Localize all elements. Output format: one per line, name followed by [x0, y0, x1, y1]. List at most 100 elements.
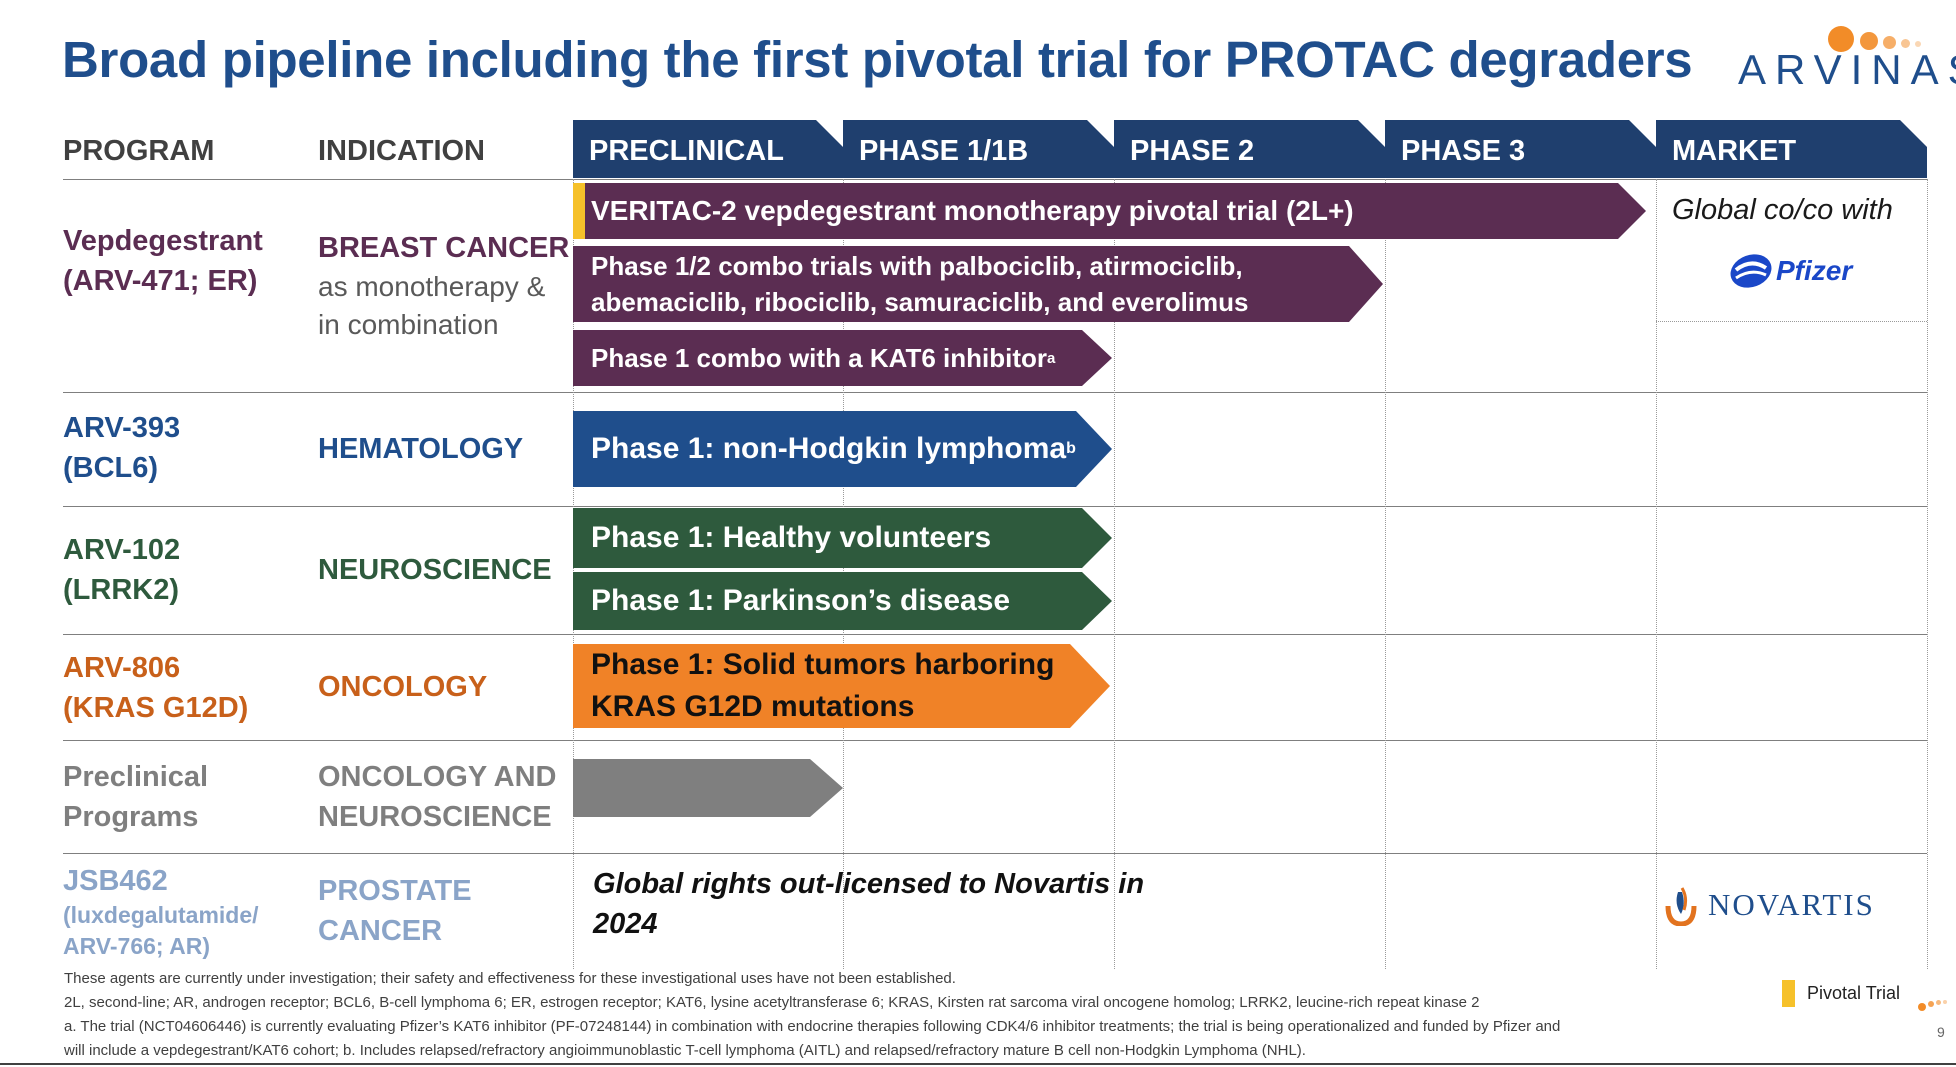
column-divider [1114, 179, 1115, 969]
phase-label-preclinical: PRECLINICAL [589, 135, 784, 167]
arv102-bars [573, 508, 1112, 630]
program-target: ARV-766; AR) [63, 933, 210, 959]
novartis-wordmark: NOVARTIS [1708, 887, 1875, 922]
corner-dot [1918, 1003, 1926, 1011]
program-arv102: ARV-102 (LRRK2) [63, 530, 180, 610]
indication-prostate-cancer: PROSTATE CANCER [318, 871, 472, 951]
program-target: (KRAS G12D) [63, 692, 249, 724]
logo-wordmark: ARVINAS [1738, 46, 1956, 93]
column-header-program: PROGRAM [63, 135, 215, 167]
indication-oncology: ONCOLOGY [318, 671, 488, 703]
note-line: 2024 [593, 908, 658, 940]
bar-combo-trials-label: Phase 1/2 combo trials with palbociclib,… [573, 246, 1248, 322]
bar-veritac2-label: VERITAC-2 vepdegestrant monotherapy pivo… [591, 195, 1354, 226]
column-divider [1656, 179, 1657, 969]
bar-text-line: Phase 1: Solid tumors harboring [591, 648, 1055, 681]
preclinical-bar [573, 759, 843, 817]
corner-dot [1943, 1000, 1947, 1004]
bar-combo-trials [573, 246, 1383, 322]
program-arv806: ARV-806 (KRAS G12D) [63, 648, 248, 728]
phase-label-phase2: PHASE 2 [1130, 135, 1255, 167]
footnote-b: will include a vepdegestrant/KAT6 cohort… [64, 1042, 1306, 1059]
row-divider [63, 179, 1927, 180]
row-divider [63, 853, 1927, 854]
bar-text-line: abemaciclib, ribociclib, samuraciclib, a… [591, 287, 1249, 317]
row-divider [63, 634, 1927, 635]
program-jsb462: JSB462 (luxdegalutamide/ ARV-766; AR) [63, 862, 259, 962]
corner-dot [1936, 1000, 1941, 1005]
program-target: (BCL6) [63, 452, 159, 484]
novartis-logo: NOVARTIS [1664, 880, 1875, 930]
phase-chevron-market [1656, 120, 1927, 178]
logo-dot-2 [1860, 32, 1878, 50]
arv806-bar [573, 644, 1110, 728]
phase-chevron-preclinical [573, 120, 843, 178]
pivotal-marker [573, 183, 585, 239]
page-title: Broad pipeline including the first pivot… [62, 31, 1693, 88]
bar-text: Phase 1: non-Hodgkin lymphoma [591, 432, 1067, 465]
indication-label: PROSTATE [318, 875, 472, 907]
program-arv393: ARV-393 (BCL6) [63, 408, 180, 488]
column-header-indication: INDICATION [318, 135, 486, 167]
program-name: JSB462 [63, 865, 168, 897]
arvinas-logo: ARVINAS [1738, 20, 1956, 100]
column-divider [1385, 179, 1386, 969]
program-preclinical: Preclinical Programs [63, 757, 208, 837]
program-target: Programs [63, 801, 199, 833]
bar-parkinsons-label: Phase 1: Parkinson’s disease [591, 584, 1011, 617]
column-divider [1927, 179, 1928, 969]
corner-dots [1918, 999, 1954, 1011]
program-name: Vepdegestrant [63, 225, 263, 257]
row-divider [63, 506, 1927, 507]
bar-nhl [573, 411, 1112, 487]
market-subdivider [1656, 321, 1927, 322]
row-divider [63, 392, 1927, 393]
note-line: Global rights out-licensed to Novartis i… [593, 868, 1145, 900]
bottom-rule [0, 1063, 1956, 1065]
program-name: ARV-393 [63, 412, 181, 444]
corner-dot [1928, 1001, 1934, 1007]
indication-hematology: HEMATOLOGY [318, 433, 524, 465]
logo-dot-1 [1828, 26, 1854, 52]
bar-veritac2 [585, 183, 1646, 239]
indication-label: ONCOLOGY AND [318, 761, 557, 793]
logo-dot-3 [1883, 36, 1896, 49]
program-name: ARV-806 [63, 652, 181, 684]
vepdeg-bars [573, 183, 1646, 386]
phase-label-phase1: PHASE 1/1B [859, 135, 1029, 167]
program-target: (luxdegalutamide/ [63, 902, 259, 928]
market-text-pfizer: Global co/co with [1672, 194, 1893, 226]
legend-pivotal-swatch [1782, 980, 1795, 1007]
logo-dot-4 [1901, 39, 1910, 48]
phase-chevron-phase3 [1385, 120, 1656, 178]
bar-kat6-combo [573, 330, 1112, 386]
page-number: 9 [1937, 1024, 1945, 1040]
program-name: Preclinical [63, 761, 209, 793]
legend-pivotal: Pivotal Trial [1782, 980, 1900, 1007]
pfizer-logo: Pfizer [1728, 244, 1852, 298]
bar-kras [573, 644, 1110, 728]
footnote-marker-a: a [1047, 349, 1056, 367]
indication-sub: in combination [318, 309, 499, 340]
phase-chevron-phase1 [843, 120, 1114, 178]
bar-text-line: Phase 1/2 combo trials with palbociclib,… [591, 251, 1243, 281]
arv393-bar [573, 411, 1112, 487]
indication-neuroscience: NEUROSCIENCE [318, 554, 552, 586]
indication-breast-cancer: BREAST CANCER as monotherapy & in combin… [318, 228, 569, 344]
bar-nhl-label: Phase 1: non-Hodgkin lymphoma b [573, 411, 1076, 487]
phase-chevron-phase2 [1114, 120, 1385, 178]
program-name: ARV-102 [63, 534, 181, 566]
indication-sub: as monotherapy & [318, 271, 546, 302]
program-target: (ARV-471; ER) [63, 265, 258, 297]
bar-text: Phase 1 combo with a KAT6 inhibitor [591, 342, 1048, 373]
indication-oncology-neuroscience: ONCOLOGY AND NEUROSCIENCE [318, 757, 556, 837]
phase-label-market: MARKET [1672, 135, 1797, 167]
footnote-abbreviations: 2L, second-line; AR, androgen receptor; … [64, 994, 1480, 1011]
indication-label: CANCER [318, 915, 443, 947]
indication-label: BREAST CANCER [318, 232, 570, 264]
footnote-a: a. The trial (NCT04606446) is currently … [64, 1018, 1561, 1035]
program-vepdegestrant: Vepdegestrant (ARV-471; ER) [63, 221, 263, 301]
bar-healthy-volunteers [573, 508, 1112, 568]
footnote-disclaimer: These agents are currently under investi… [64, 970, 956, 987]
bar-text-line: KRAS G12D mutations [591, 690, 915, 723]
